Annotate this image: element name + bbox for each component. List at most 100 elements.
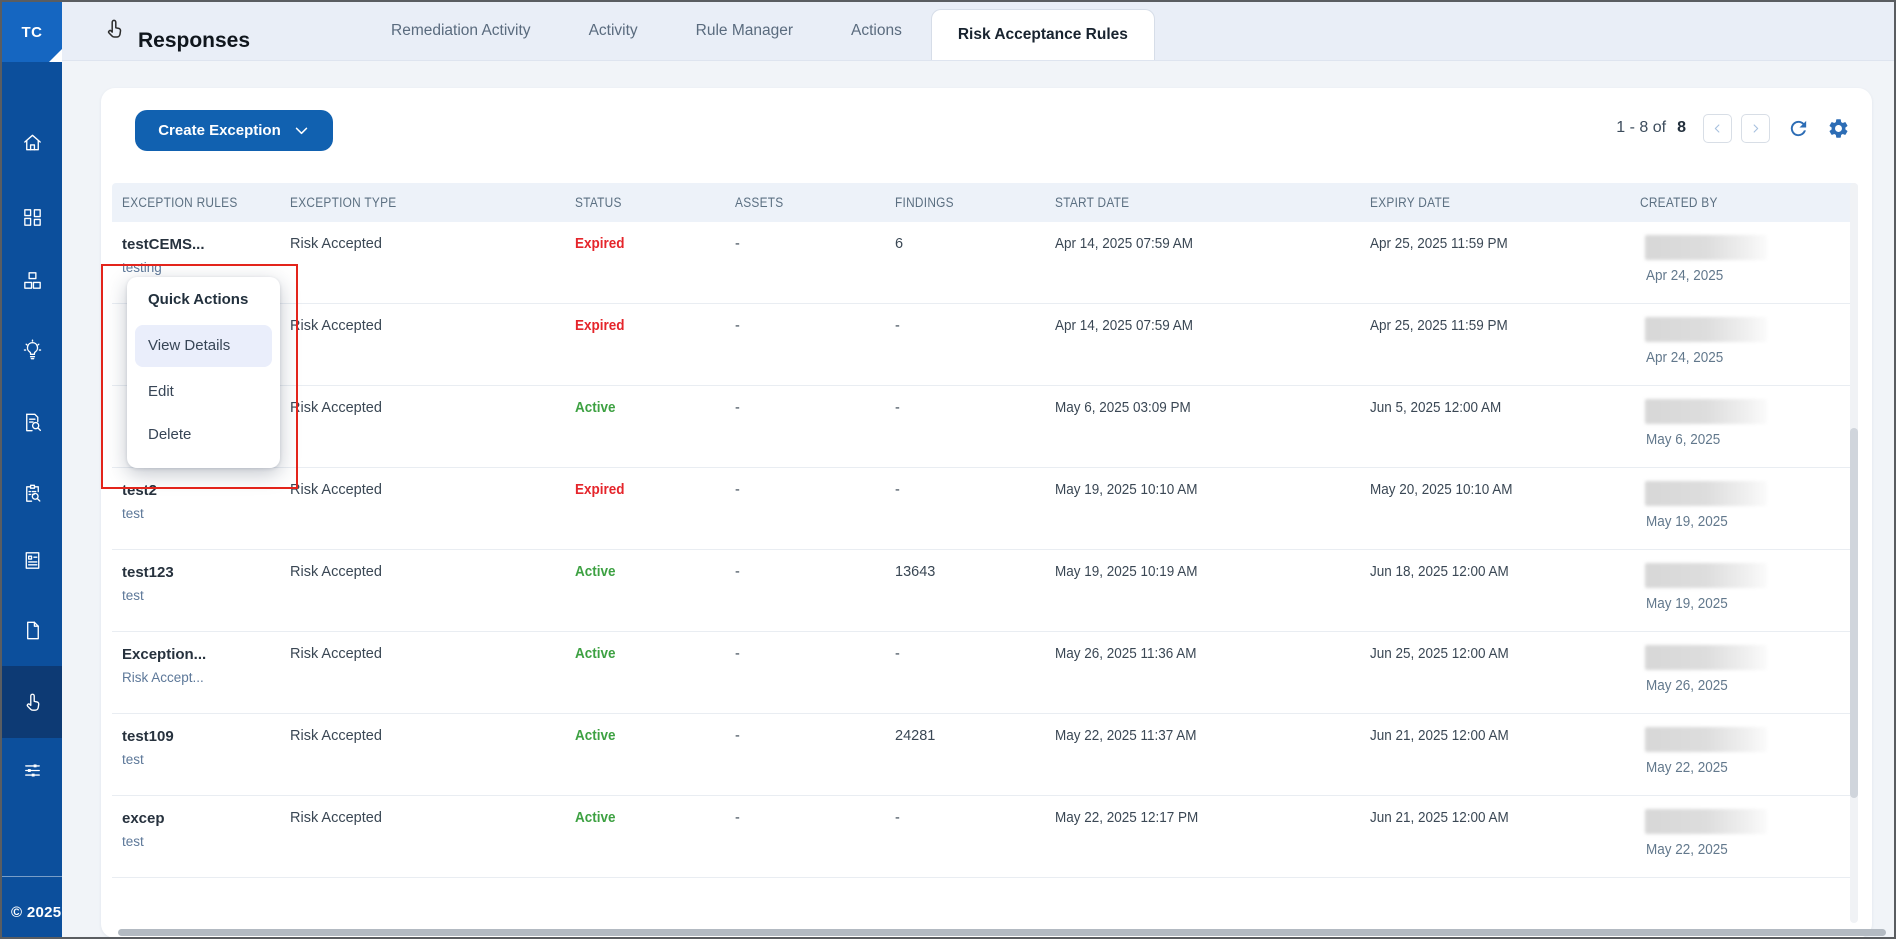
sidebar-item-hand-pointer[interactable] xyxy=(2,674,62,730)
expiry-date-cell: Jun 25, 2025 12:00 AM xyxy=(1370,646,1509,662)
created-by-redacted xyxy=(1645,481,1767,506)
column-header: ASSETS xyxy=(735,195,784,210)
status-badge: Expired xyxy=(575,236,625,252)
assets-cell: - xyxy=(735,482,740,498)
sidebar-item-clipboard-search[interactable] xyxy=(2,465,62,521)
rule-subtitle: test xyxy=(122,752,144,767)
start-date-cell: May 19, 2025 10:19 AM xyxy=(1055,564,1198,580)
exception-type-cell: Risk Accepted xyxy=(290,482,382,498)
rule-subtitle: testing xyxy=(122,260,162,275)
rule-subtitle: test xyxy=(122,506,144,521)
status-badge: Active xyxy=(575,564,616,580)
sidebar-item-sliders[interactable] xyxy=(2,742,62,798)
rule-subtitle: test xyxy=(122,834,144,849)
rule-subtitle: test xyxy=(122,588,144,603)
create-exception-button[interactable]: Create Exception xyxy=(135,110,333,151)
expiry-date-cell: Jun 5, 2025 12:00 AM xyxy=(1370,400,1502,416)
assets-cell: - xyxy=(735,400,740,416)
expiry-date-cell: Jun 21, 2025 12:00 AM xyxy=(1370,728,1509,744)
findings-cell: - xyxy=(895,400,900,416)
start-date-cell: May 6, 2025 03:09 PM xyxy=(1055,400,1191,416)
dashboard-icon xyxy=(23,208,41,226)
status-badge: Active xyxy=(575,400,616,416)
created-by-redacted xyxy=(1645,399,1767,424)
quick-action-delete[interactable]: Delete xyxy=(148,426,192,443)
rule-name: test123 xyxy=(122,564,174,581)
assets-cell: - xyxy=(735,728,740,744)
sidebar-item-file[interactable] xyxy=(2,602,62,658)
sidebar-item-report[interactable] xyxy=(2,532,62,588)
exception-type-cell: Risk Accepted xyxy=(290,646,382,662)
findings-cell: - xyxy=(895,646,900,662)
sidebar-expand-arrow-icon[interactable] xyxy=(49,49,62,62)
tab-remediation-activity[interactable]: Remediation Activity xyxy=(391,22,531,39)
exception-type-cell: Risk Accepted xyxy=(290,236,382,252)
created-by-redacted xyxy=(1645,727,1767,752)
vertical-scrollbar-thumb[interactable] xyxy=(1850,428,1858,798)
created-date: May 19, 2025 xyxy=(1646,596,1728,612)
table-row[interactable]: test123 test Risk Accepted Active - 1364… xyxy=(112,550,1858,632)
tab-rule-manager[interactable]: Rule Manager xyxy=(695,22,794,39)
table-row[interactable]: testCEMS... testing Risk Accepted Expire… xyxy=(112,222,1858,304)
topbar: Responses Remediation Activity Activity Ru… xyxy=(62,2,1894,61)
sidebar-item-dashboard[interactable] xyxy=(2,189,62,245)
rule-name: test2 xyxy=(122,482,158,499)
start-date-cell: May 26, 2025 11:36 AM xyxy=(1055,646,1197,662)
table-row[interactable]: Risk Accepted Active - - May 6, 2025 03:… xyxy=(112,386,1858,468)
sliders-icon xyxy=(24,763,40,777)
start-date-cell: May 22, 2025 11:37 AM xyxy=(1055,728,1197,744)
expiry-date-cell: May 20, 2025 10:10 AM xyxy=(1370,482,1513,498)
refresh-icon[interactable] xyxy=(1787,117,1810,140)
start-date-cell: May 19, 2025 10:10 AM xyxy=(1055,482,1198,498)
table-row[interactable]: test2 test Risk Accepted Expired - - May… xyxy=(112,468,1858,550)
tab-activity[interactable]: Activity xyxy=(588,22,638,39)
quick-action-edit[interactable]: Edit xyxy=(148,383,174,400)
tab-risk-acceptance-rules[interactable]: Risk Acceptance Rules xyxy=(930,9,1155,60)
column-header: EXCEPTION RULES xyxy=(122,195,238,210)
gear-icon[interactable] xyxy=(1827,117,1850,140)
copyright-label: © 2025 xyxy=(11,904,62,921)
page-title: Responses xyxy=(138,29,251,53)
table-row[interactable]: test109 test Risk Accepted Active - 2428… xyxy=(112,714,1858,796)
start-date-cell: May 22, 2025 12:17 PM xyxy=(1055,810,1199,826)
table-body: testCEMS... testing Risk Accepted Expire… xyxy=(112,222,1858,878)
column-header: EXPIRY DATE xyxy=(1370,195,1451,210)
table-row[interactable]: excep test Risk Accepted Active - - May … xyxy=(112,796,1858,878)
sidebar-item-home[interactable] xyxy=(2,114,62,170)
expiry-date-cell: Jun 21, 2025 12:00 AM xyxy=(1370,810,1509,826)
created-date: Apr 24, 2025 xyxy=(1646,350,1724,366)
next-page-button[interactable] xyxy=(1741,113,1770,143)
findings-cell: - xyxy=(895,810,900,826)
created-date: May 26, 2025 xyxy=(1646,678,1728,694)
rules-card: Create Exception 1 - 8 of 8 EXCEPTION RU… xyxy=(101,88,1872,938)
column-header: CREATED BY xyxy=(1640,195,1718,210)
created-by-redacted xyxy=(1645,645,1767,670)
report-icon xyxy=(25,551,39,569)
table-row[interactable]: Risk Accepted Expired - - Apr 14, 2025 0… xyxy=(112,304,1858,386)
table-row[interactable]: Exception... Risk Accept... Risk Accepte… xyxy=(112,632,1858,714)
sidebar-item-document-search[interactable] xyxy=(2,394,62,450)
assets-cell: - xyxy=(735,318,740,334)
tab-actions[interactable]: Actions xyxy=(851,22,902,39)
sidebar-item-lightbulb[interactable] xyxy=(2,322,62,378)
created-by-redacted xyxy=(1645,809,1767,834)
exception-type-cell: Risk Accepted xyxy=(290,564,382,580)
table-header-row: EXCEPTION RULES EXCEPTION TYPE STATUS ASSET… xyxy=(112,183,1858,222)
prev-page-button[interactable] xyxy=(1703,113,1732,143)
tab-bar: Remediation Activity Activity Rule Manager… xyxy=(362,2,1155,60)
rule-name: test109 xyxy=(122,728,174,745)
expiry-date-cell: Apr 25, 2025 11:59 PM xyxy=(1370,236,1508,252)
rule-subtitle: Risk Accept... xyxy=(122,670,204,685)
pagination-range: 1 - 8 of xyxy=(1616,119,1667,136)
expiry-date-cell: Jun 18, 2025 12:00 AM xyxy=(1370,564,1509,580)
status-badge: Expired xyxy=(575,482,625,498)
horizontal-scrollbar-thumb[interactable] xyxy=(118,929,1886,936)
findings-cell: 6 xyxy=(895,236,904,252)
chevron-left-icon xyxy=(1714,123,1720,133)
status-badge: Active xyxy=(575,728,616,744)
column-header: FINDINGS xyxy=(895,195,954,210)
hand-pointer-icon xyxy=(26,693,39,711)
quick-action-view-details[interactable]: View Details xyxy=(135,325,272,367)
sidebar-item-blocks[interactable] xyxy=(2,252,62,308)
chevron-right-icon xyxy=(1753,123,1759,133)
